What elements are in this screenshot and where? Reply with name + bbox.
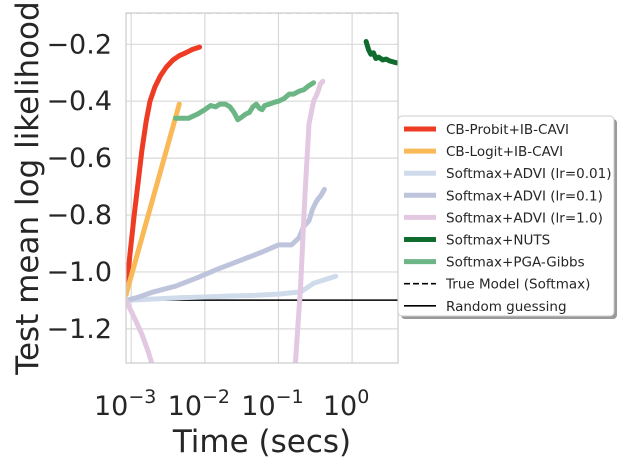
x-axis-label: Time (secs) (172, 424, 351, 460)
legend-label: Softmax+ADVI (lr=0.1) (446, 188, 603, 204)
series-line-cb-probit-ib-cavi (126, 44, 203, 298)
y-tick-label: −0.8 (46, 200, 112, 231)
legend-label: Softmax+NUTS (446, 233, 550, 249)
series-line-softmax-advi-lr-1-0 (126, 297, 155, 363)
grid-lines (126, 13, 398, 363)
legend-label: CB-Logit+IB-CAVI (446, 144, 563, 160)
series-line-cb-logit-ib-cavi (126, 101, 182, 298)
x-tick-label: 10−1 (241, 386, 303, 422)
legend-label: Softmax+ADVI (lr=1.0) (446, 210, 603, 226)
data-series (126, 39, 398, 363)
y-tick-label: −1.0 (46, 257, 112, 288)
legend: CB-Probit+IB-CAVI CB-Logit+IB-CAVI Softmax… (397, 115, 617, 319)
y-tick-label: −0.6 (46, 143, 112, 174)
legend-label: Softmax+ADVI (lr=0.01) (446, 166, 611, 182)
x-tick-label: 10−3 (94, 386, 156, 422)
series-line-softmax-pga-gibbs (173, 80, 317, 123)
x-tick-label: 10−2 (168, 386, 230, 422)
x-tick-label: 100 (323, 386, 369, 422)
series-line-softmax-nuts (363, 39, 398, 66)
legend-label: CB-Probit+IB-CAVI (446, 122, 569, 138)
legend-box (397, 115, 615, 317)
y-tick-label: −0.4 (46, 86, 112, 117)
y-tick-labels: −0.2 −0.4 −0.6 −0.8 −1.0 −1.2 (46, 29, 112, 345)
series-line-softmax-advi-lr-0-01 (126, 273, 339, 303)
y-axis-label: Test mean log likelihood (10, 1, 46, 375)
series-line-softmax-advi-lr-0-1 (126, 186, 327, 303)
y-tick-label: −0.2 (46, 29, 112, 60)
series-line-softmax-advi-lr-1-0-late (292, 78, 326, 363)
legend-label: True Model (Softmax) (445, 277, 590, 293)
x-tick-labels: 10−3 10−2 10−1 100 (94, 386, 369, 422)
legend-label: Random guessing (446, 299, 567, 315)
y-tick-label: −1.2 (46, 314, 112, 345)
legend-label: Softmax+PGA-Gibbs (446, 255, 585, 271)
